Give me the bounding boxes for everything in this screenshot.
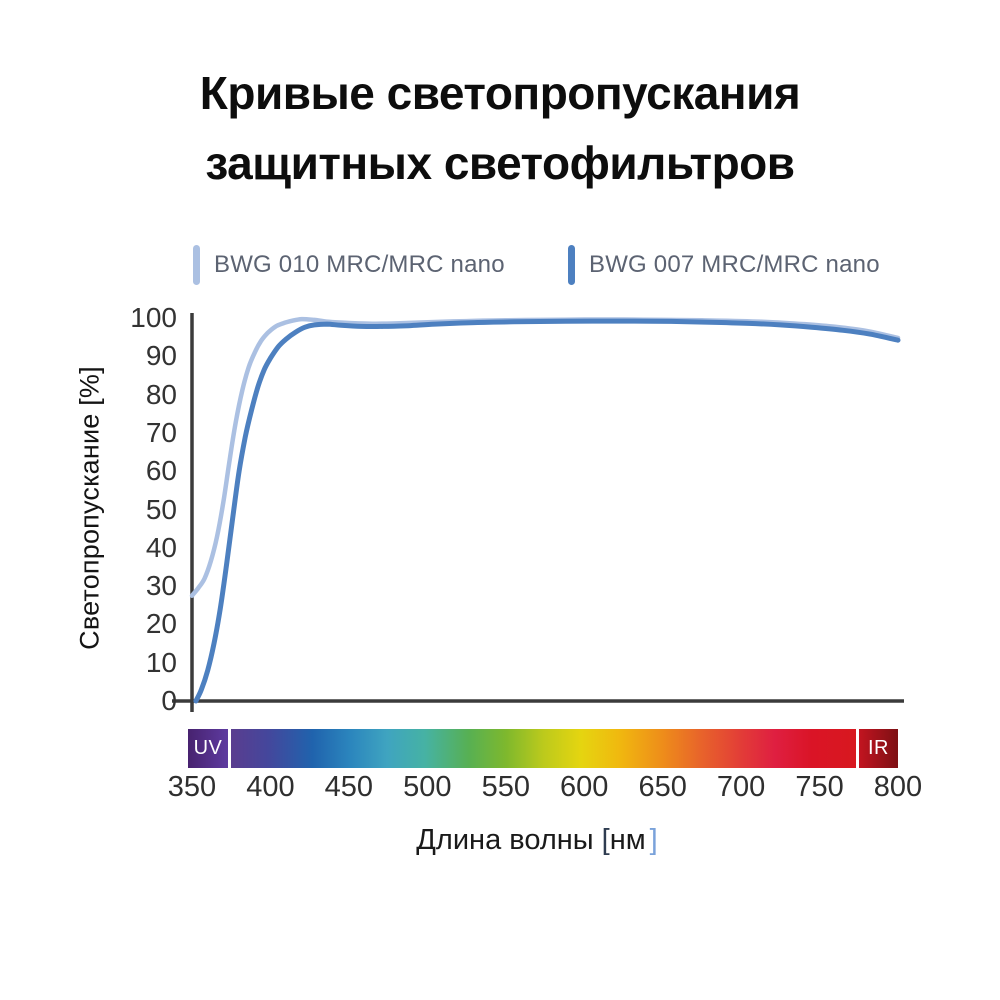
x-tick-label-350: 350	[167, 771, 217, 803]
x-tick-label-500: 500	[403, 771, 452, 803]
y-axis-title: Светопропускание [%]	[74, 366, 105, 650]
x-tick-label-750: 750	[795, 771, 844, 803]
spectrum-gradient	[231, 729, 856, 768]
ir-block: IR	[859, 729, 898, 768]
bracket-close: ]	[649, 824, 658, 856]
curve-bwg-010-mrc-mrc-nano	[189, 316, 901, 598]
x-tick-label-800: 800	[873, 771, 923, 803]
spectrum-divider	[228, 729, 231, 768]
x-tick-label-650: 650	[638, 771, 687, 803]
spectrum-color-bar: UV IR	[188, 729, 898, 768]
x-tick-label-700: 700	[716, 771, 766, 803]
y-tick-label-80: 80	[145, 378, 177, 410]
legend-label: BWG 010 MRC/MRC nano	[214, 251, 505, 278]
chart-legend: BWG 010 MRC/MRC nano BWG 007 MRC/MRC nan…	[0, 244, 1000, 288]
legend-swatch-dark-blue	[568, 245, 575, 285]
x-axis-title-text: Длина волны	[416, 824, 594, 856]
x-tick-label-600: 600	[560, 771, 609, 803]
legend-label: BWG 007 MRC/MRC nano	[589, 251, 880, 278]
y-tick-label-10: 10	[145, 646, 177, 678]
legend-item-bwg-007: BWG 007 MRC/MRC nano	[568, 244, 880, 286]
curve-bwg-007-mrc-mrc-nano	[193, 318, 901, 704]
y-tick-label-40: 40	[145, 531, 177, 563]
x-tick-label-550: 550	[481, 771, 530, 803]
spectrum-divider	[856, 729, 859, 768]
page-title: Кривые светопропускания защитных светофи…	[0, 58, 1000, 198]
y-tick-label-90: 90	[145, 340, 177, 372]
y-tick-label-20: 20	[145, 608, 177, 640]
uv-label: UV	[193, 737, 223, 759]
y-tick-label-0: 0	[161, 685, 177, 716]
x-tick-label-400: 400	[246, 771, 295, 803]
y-tick-label-60: 60	[145, 455, 177, 487]
title-line-1: Кривые светопропускания	[199, 67, 801, 119]
ir-label: IR	[868, 737, 889, 759]
uv-block: UV	[188, 729, 228, 768]
y-tick-label-50: 50	[145, 493, 177, 525]
legend-swatch-light-blue	[193, 245, 200, 285]
x-tick-label-450: 450	[324, 771, 374, 803]
legend-item-bwg-010: BWG 010 MRC/MRC nano	[193, 244, 505, 286]
y-tick-label-70: 70	[145, 416, 177, 448]
x-axis-title: Длина волны [нм]	[416, 824, 657, 857]
x-axis-unit: нм	[609, 824, 646, 856]
y-tick-label-100: 100	[130, 302, 177, 333]
title-line-2: защитных светофильтров	[205, 137, 795, 189]
bracket-open: [	[601, 824, 610, 856]
y-tick-label-30: 30	[145, 570, 177, 602]
